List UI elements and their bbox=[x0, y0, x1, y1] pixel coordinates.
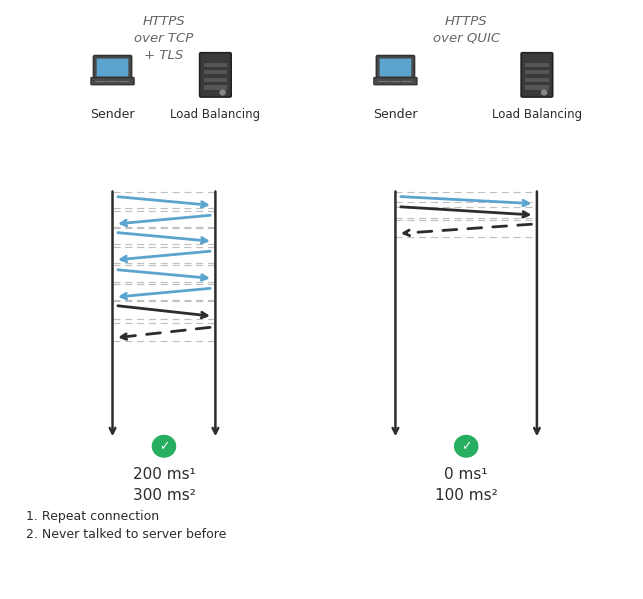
Circle shape bbox=[152, 435, 176, 457]
FancyBboxPatch shape bbox=[521, 53, 553, 97]
FancyBboxPatch shape bbox=[379, 59, 412, 76]
FancyBboxPatch shape bbox=[374, 77, 417, 84]
Circle shape bbox=[220, 90, 225, 95]
Text: Sender: Sender bbox=[90, 108, 135, 121]
Text: Sender: Sender bbox=[373, 108, 418, 121]
Bar bbox=[525, 78, 549, 82]
Bar bbox=[525, 86, 549, 90]
Circle shape bbox=[455, 435, 478, 457]
Text: HTTPS
over TCP
+ TLS: HTTPS over TCP + TLS bbox=[134, 15, 194, 62]
Bar bbox=[203, 70, 228, 74]
FancyBboxPatch shape bbox=[91, 77, 134, 84]
FancyBboxPatch shape bbox=[376, 56, 415, 79]
Text: 1. Repeat connection: 1. Repeat connection bbox=[26, 510, 159, 524]
FancyBboxPatch shape bbox=[93, 56, 132, 79]
Text: 2. Never talked to server before: 2. Never talked to server before bbox=[26, 528, 226, 541]
Bar bbox=[525, 70, 549, 74]
Text: ✓: ✓ bbox=[461, 440, 471, 453]
Text: HTTPS
over QUIC: HTTPS over QUIC bbox=[433, 15, 500, 45]
Text: Load Balancing: Load Balancing bbox=[170, 108, 260, 121]
Text: 300 ms²: 300 ms² bbox=[132, 488, 195, 503]
Text: 100 ms²: 100 ms² bbox=[435, 488, 498, 503]
Bar bbox=[203, 63, 228, 67]
FancyBboxPatch shape bbox=[96, 59, 129, 76]
Text: Load Balancing: Load Balancing bbox=[492, 108, 582, 121]
Text: 0 ms¹: 0 ms¹ bbox=[444, 467, 488, 482]
Bar bbox=[203, 78, 228, 82]
Bar bbox=[525, 63, 549, 67]
Bar bbox=[203, 86, 228, 90]
Circle shape bbox=[541, 90, 547, 95]
Text: ✓: ✓ bbox=[159, 440, 169, 453]
Text: 200 ms¹: 200 ms¹ bbox=[132, 467, 195, 482]
FancyBboxPatch shape bbox=[199, 53, 231, 97]
